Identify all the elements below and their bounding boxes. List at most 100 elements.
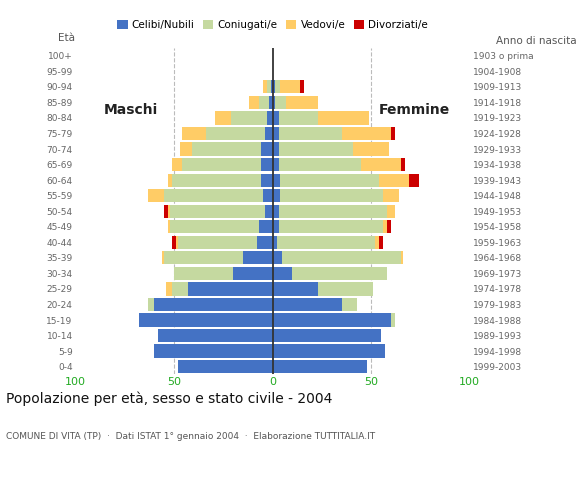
Bar — [273, 143, 278, 156]
Bar — [259, 96, 269, 109]
Bar — [273, 96, 274, 109]
Bar — [192, 143, 261, 156]
Bar — [273, 267, 292, 280]
Bar — [281, 173, 379, 187]
Text: Popolazione per età, sesso e stato civile - 2004: Popolazione per età, sesso e stato civil… — [6, 391, 332, 406]
Bar — [154, 345, 273, 358]
Bar — [281, 80, 300, 94]
Text: Femmine: Femmine — [379, 103, 450, 117]
Bar — [379, 173, 409, 187]
Bar — [233, 267, 273, 280]
Bar — [243, 251, 273, 264]
Bar — [172, 158, 182, 171]
Bar — [178, 236, 257, 249]
Bar — [273, 158, 278, 171]
Bar — [375, 236, 379, 249]
Bar — [318, 111, 369, 124]
Bar — [263, 189, 273, 202]
Bar — [172, 282, 188, 296]
Bar — [292, 267, 387, 280]
Bar — [261, 143, 273, 156]
Bar — [318, 282, 373, 296]
Bar — [278, 220, 383, 233]
Bar — [271, 80, 273, 94]
Bar — [257, 236, 273, 249]
Bar — [342, 298, 357, 311]
Bar — [164, 251, 243, 264]
Bar — [273, 111, 278, 124]
Bar — [342, 127, 391, 140]
Bar — [170, 204, 264, 218]
Text: Anno di nascita: Anno di nascita — [496, 36, 577, 46]
Bar — [172, 173, 261, 187]
Bar — [383, 189, 399, 202]
Bar — [182, 127, 205, 140]
Bar — [263, 80, 267, 94]
Bar — [231, 111, 267, 124]
Bar — [180, 143, 192, 156]
Bar — [278, 143, 353, 156]
Bar — [176, 236, 178, 249]
Bar — [274, 80, 281, 94]
Bar — [273, 80, 274, 94]
Bar — [273, 236, 277, 249]
Bar — [267, 111, 273, 124]
Bar — [148, 189, 164, 202]
Bar — [273, 313, 391, 326]
Bar — [391, 127, 395, 140]
Bar — [264, 127, 273, 140]
Bar — [281, 189, 383, 202]
Bar — [182, 158, 261, 171]
Bar — [267, 80, 271, 94]
Bar — [148, 298, 154, 311]
Bar — [391, 313, 395, 326]
Bar — [215, 111, 231, 124]
Bar — [278, 111, 318, 124]
Legend: Celibi/Nubili, Coniugati/e, Vedovi/e, Divorziati/e: Celibi/Nubili, Coniugati/e, Vedovi/e, Di… — [113, 16, 432, 34]
Bar — [273, 360, 367, 373]
Bar — [300, 80, 304, 94]
Bar — [269, 96, 273, 109]
Bar — [259, 220, 273, 233]
Bar — [174, 267, 233, 280]
Bar — [164, 189, 263, 202]
Text: COMUNE DI VITA (TP)  ·  Dati ISTAT 1° gennaio 2004  ·  Elaborazione TUTTITALIA.I: COMUNE DI VITA (TP) · Dati ISTAT 1° genn… — [6, 432, 375, 441]
Bar — [273, 329, 381, 342]
Bar — [383, 220, 387, 233]
Bar — [205, 127, 264, 140]
Bar — [401, 251, 403, 264]
Bar — [154, 298, 273, 311]
Bar — [282, 251, 401, 264]
Bar — [168, 204, 170, 218]
Bar — [139, 313, 273, 326]
Bar — [166, 282, 172, 296]
Bar — [273, 298, 342, 311]
Bar — [273, 189, 281, 202]
Bar — [387, 204, 395, 218]
Bar — [361, 158, 401, 171]
Bar — [158, 329, 273, 342]
Bar — [170, 220, 259, 233]
Bar — [178, 360, 273, 373]
Bar — [287, 96, 318, 109]
Bar — [261, 173, 273, 187]
Bar — [409, 173, 419, 187]
Bar — [379, 236, 383, 249]
Bar — [172, 236, 176, 249]
Text: Età: Età — [59, 33, 75, 43]
Bar — [273, 282, 318, 296]
Bar — [261, 158, 273, 171]
Bar — [273, 204, 278, 218]
Bar — [273, 251, 282, 264]
Bar — [168, 220, 170, 233]
Bar — [168, 173, 172, 187]
Bar — [164, 204, 168, 218]
Text: Maschi: Maschi — [103, 103, 158, 117]
Bar — [278, 127, 342, 140]
Bar — [273, 220, 278, 233]
Bar — [278, 158, 361, 171]
Bar — [249, 96, 259, 109]
Bar — [387, 220, 391, 233]
Bar — [274, 96, 287, 109]
Bar — [353, 143, 389, 156]
